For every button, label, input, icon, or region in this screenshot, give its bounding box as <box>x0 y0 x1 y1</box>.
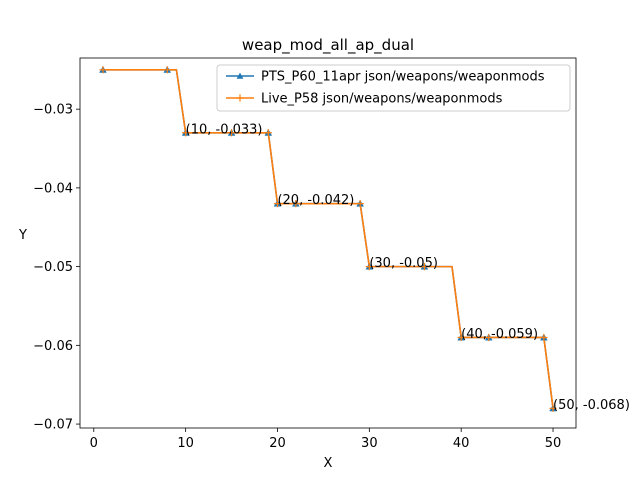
axes-frame <box>79 57 577 429</box>
x-tick-label: 20 <box>269 436 286 451</box>
y-tick-label: −0.05 <box>33 260 73 275</box>
x-tick-label: 50 <box>545 436 562 451</box>
x-tick-label: 40 <box>453 436 470 451</box>
series-marker <box>485 333 493 342</box>
y-tick-label: −0.03 <box>33 103 73 118</box>
legend-swatch-marker <box>236 94 244 102</box>
series-marker <box>182 129 190 137</box>
legend-entry-label: Live_P58 json/weapons/weaponmods <box>261 92 503 107</box>
x-tick-label: 0 <box>90 436 98 451</box>
y-axis-label: Y <box>18 228 27 243</box>
chart-title: weap_mod_all_ap_dual <box>242 36 414 55</box>
series-marker <box>457 333 465 342</box>
series-marker <box>365 263 373 271</box>
series-marker <box>420 263 429 271</box>
plot-area: 0 10 20 30 40 50 −0.03 −0.04 −0.05 −0.06 −0.07 (10,… <box>33 57 630 451</box>
series-marker <box>549 404 557 412</box>
data-annotation: (50, -0.068) <box>553 398 630 413</box>
series-marker <box>292 200 300 208</box>
legend-swatch-marker <box>236 72 244 79</box>
legend: PTS_P60_11apr json/weapons/weaponmods Liv… <box>216 64 571 112</box>
series-marker <box>227 129 236 137</box>
legend-box <box>216 64 571 112</box>
x-axis-label: X <box>324 456 333 471</box>
data-annotation: (20, -0.042) <box>277 193 354 208</box>
series-marker <box>99 66 107 74</box>
data-annotation: (40, -0.059) <box>461 327 538 342</box>
series-marker <box>273 200 282 208</box>
y-tick-label: −0.07 <box>33 418 73 433</box>
series-line <box>102 69 554 409</box>
data-annotation: (10, -0.033) <box>186 122 263 137</box>
series-marker <box>356 200 364 208</box>
series-marker <box>264 129 272 137</box>
legend-entry-label: PTS_P60_11apr json/weapons/weaponmods <box>261 70 545 85</box>
series-marker <box>163 66 171 74</box>
series-marker <box>540 333 548 342</box>
y-tick-label: −0.04 <box>33 181 73 196</box>
x-tick-label: 10 <box>177 436 194 451</box>
x-tick-label: 30 <box>361 436 378 451</box>
y-tick-label: −0.06 <box>33 339 73 354</box>
data-annotation: (30, -0.05) <box>369 256 438 271</box>
series-group <box>99 65 557 412</box>
